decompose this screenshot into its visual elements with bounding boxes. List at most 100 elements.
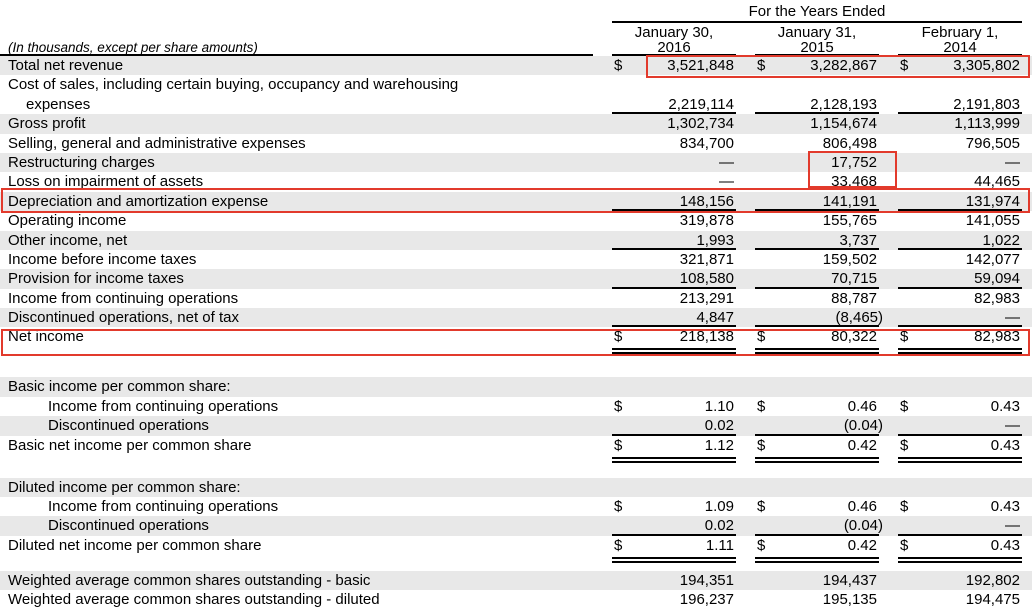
row-basic-eps-header: Basic income per common share: [0, 377, 1032, 397]
value-col-fy2015: 88,787 [755, 289, 879, 308]
currency-symbol: $ [757, 498, 766, 516]
value-col-fy2014: 1,022 [898, 231, 1022, 250]
value: 0.46 [847, 498, 877, 516]
row-label: Total net revenue [8, 57, 124, 74]
double-rule [612, 456, 736, 463]
value-col-fy2015: 33,468 [755, 172, 879, 191]
value: 194,475 [965, 591, 1020, 609]
currency-symbol: $ [900, 498, 909, 516]
value-col-fy2015: $0.46 [755, 397, 879, 416]
value: 195,135 [822, 591, 877, 609]
column-header-fy2015: January 31, 2015 [755, 24, 879, 56]
row-net-income: Net income $218,138 $80,322 $82,983 [0, 327, 1032, 355]
value: 1,993 [696, 231, 734, 249]
value-col-fy2015: 159,502 [755, 250, 879, 269]
value-col-fy2016: 196,237 [612, 590, 736, 609]
row-discontinued-operations-net: Discontinued operations, net of tax 4,84… [0, 308, 1032, 328]
row-label: Provision for income taxes [8, 270, 184, 288]
column-header-date-line1: January 31, [777, 24, 857, 41]
value-col-fy2016: 0.02 [612, 416, 736, 436]
value: 3,521,848 [667, 57, 734, 74]
double-rule [755, 556, 879, 563]
value: — [1005, 153, 1020, 171]
row-diluted-discontinued: Discontinued operations 0.02 (0.04) — [0, 516, 1032, 536]
currency-symbol: $ [900, 57, 909, 74]
row-label: Gross profit [8, 115, 86, 133]
currency-symbol: $ [614, 328, 623, 346]
row-label: Other income, net [8, 231, 128, 249]
value: 59,094 [974, 270, 1020, 288]
value: 1,154,674 [810, 115, 877, 133]
value-col-fy2016: $1.12 [612, 436, 736, 463]
double-rule [755, 456, 879, 463]
value-col-fy2015: (0.04) [755, 416, 883, 436]
value-col-fy2014: 1,113,999 [898, 114, 1022, 133]
value: 196,237 [679, 591, 734, 609]
currency-symbol: $ [614, 536, 623, 554]
value: — [1005, 309, 1020, 327]
currency-symbol: $ [757, 436, 766, 454]
value-col-fy2014: 82,983 [898, 289, 1022, 308]
value-col-fy2014: $0.43 [898, 536, 1022, 563]
value: 194,351 [679, 571, 734, 589]
value: — [1005, 417, 1020, 435]
value-col-fy2014: 192,802 [898, 571, 1022, 590]
value-col-fy2015: $0.46 [755, 497, 879, 516]
value: 80,322 [831, 328, 877, 346]
value: 218,138 [679, 328, 734, 346]
value: — [719, 153, 734, 171]
row-label: Diluted net income per common share [8, 536, 262, 554]
value-col-fy2014: $0.43 [898, 497, 1022, 516]
value-col-fy2014: 796,505 [898, 134, 1022, 153]
value: 141,191 [822, 192, 877, 210]
value: 0.02 [704, 517, 734, 535]
value: — [1005, 517, 1020, 535]
value-col-fy2014: — [898, 308, 1022, 328]
value-col-fy2015: 195,135 [755, 590, 879, 609]
row-label: Income from continuing operations [8, 289, 239, 307]
value: 88,787 [831, 289, 877, 307]
value: 0.43 [990, 536, 1020, 554]
row-label: Income from continuing operations [48, 498, 279, 516]
value: 0.43 [990, 498, 1020, 516]
spacer-row [0, 563, 1032, 571]
row-cost-of-sales-line2: expenses 2,219,114 2,128,193 2,191,803 [0, 95, 1032, 115]
row-sga-expenses: Selling, general and administrative expe… [0, 134, 1032, 153]
value-col-fy2015: (8,465) [755, 308, 883, 328]
value-col-fy2014: — [898, 516, 1022, 536]
value: 0.42 [847, 436, 877, 454]
currency-symbol: $ [757, 328, 766, 346]
row-income-before-taxes: Income before income taxes 321,871 159,5… [0, 250, 1032, 269]
value-col-fy2015: 806,498 [755, 134, 879, 153]
value: 0.43 [990, 436, 1020, 454]
value-col-fy2014: 59,094 [898, 269, 1022, 289]
row-cost-of-sales-line1: Cost of sales, including certain buying,… [0, 75, 1032, 94]
value-col-fy2014: 194,475 [898, 590, 1022, 609]
currency-symbol: $ [614, 397, 623, 415]
value: 44,465 [974, 173, 1020, 191]
value: 1.11 [705, 536, 734, 554]
value-col-fy2014: 141,055 [898, 211, 1022, 230]
value: 141,055 [965, 212, 1020, 230]
currency-symbol: $ [900, 536, 909, 554]
value: 0.43 [990, 397, 1020, 415]
value: 3,305,802 [953, 57, 1020, 74]
column-header-date-line2: 2015 [800, 38, 834, 56]
row-label: Weighted average common shares outstandi… [8, 591, 380, 609]
currency-symbol: $ [900, 397, 909, 415]
value: 2,128,193 [810, 95, 877, 113]
row-weighted-shares-diluted: Weighted average common shares outstandi… [0, 590, 1032, 609]
value-col-fy2016: 213,291 [612, 289, 736, 308]
row-operating-income: Operating income 319,878 155,765 141,055 [0, 211, 1032, 230]
row-label: Loss on impairment of assets [8, 173, 204, 191]
value-col-fy2016: — [612, 172, 736, 191]
value-col-fy2016: 194,351 [612, 571, 736, 590]
row-provision-income-taxes: Provision for income taxes 108,580 70,71… [0, 269, 1032, 289]
value: 192,802 [965, 571, 1020, 589]
row-diluted-net-income-per-share: Diluted net income per common share $1.1… [0, 536, 1032, 563]
value: 834,700 [679, 134, 734, 152]
value: (8,465) [835, 309, 883, 327]
value-col-fy2014: 44,465 [898, 172, 1022, 191]
value-col-fy2015: $80,322 [755, 327, 879, 355]
